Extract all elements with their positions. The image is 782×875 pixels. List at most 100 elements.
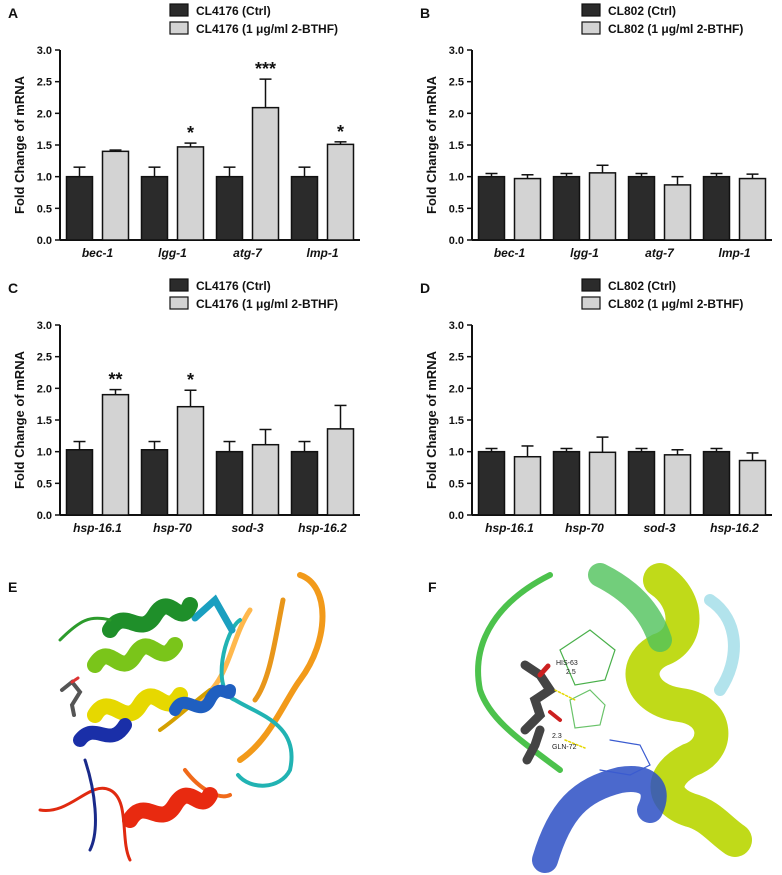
bar-ctrl (702, 450, 731, 516)
bar-treated (176, 146, 205, 241)
x-category-label: lmp-1 (718, 246, 750, 260)
panel-letter-f: F (428, 579, 437, 595)
bar-treated (326, 428, 355, 516)
significance-marker: *** (255, 59, 276, 79)
bar-ctrl (627, 175, 656, 241)
bar-ctrl (65, 449, 94, 516)
bar-charts-group: A Fold Change of mRNA 0.0 0.5 1.0 1.5 2.0 2.5 3.… (8, 3, 772, 535)
bar-treated (513, 177, 542, 241)
protein-structure-image-e: E (8, 572, 326, 862)
legend-label: CL4176 (Ctrl) (196, 279, 271, 293)
x-category-label: lgg-1 (158, 246, 187, 260)
panel-letter: D (420, 280, 430, 296)
y-axis-label: Fold Change of mRNA (424, 75, 439, 214)
y-tick-label: 1.0 (37, 447, 52, 459)
y-tick-label: 0.5 (449, 478, 464, 490)
bar-ctrl (627, 450, 656, 516)
y-tick-label: 1.5 (449, 140, 464, 152)
y-tick-label: 1.5 (449, 415, 464, 427)
bar-treated (251, 443, 280, 516)
bar-ctrl (477, 175, 506, 241)
bar-ctrl (477, 450, 506, 516)
legend-label: CL4176 (Ctrl) (196, 4, 271, 18)
bar-treated (101, 393, 130, 516)
legend-label: CL802 (1 μg/ml 2-BTHF) (608, 22, 743, 36)
y-tick-label: 0.0 (37, 235, 52, 247)
y-tick-label: 2.0 (37, 383, 52, 395)
y-tick-label: 3.0 (449, 320, 464, 332)
significance-marker: * (337, 122, 344, 142)
legend-swatch (581, 278, 601, 292)
legend-label: CL4176 (1 μg/ml 2-BTHF) (196, 297, 338, 311)
y-tick-label: 3.0 (37, 320, 52, 332)
y-tick-label: 0.5 (449, 203, 464, 215)
legend-label: CL802 (Ctrl) (608, 279, 676, 293)
y-tick-label: 2.5 (449, 77, 464, 89)
bar-treated (588, 451, 617, 516)
x-category-label: sod-3 (643, 521, 675, 535)
panel-letter-e: E (8, 579, 17, 595)
x-category-label: bec-1 (494, 246, 526, 260)
y-tick-label: 1.0 (37, 172, 52, 184)
x-category-label: hsp-16.1 (485, 521, 534, 535)
bar-treated (251, 106, 280, 241)
bar-treated (326, 143, 355, 241)
bar-ctrl (140, 175, 169, 241)
bar-treated (588, 172, 617, 241)
x-category-label: lgg-1 (570, 246, 599, 260)
y-tick-label: 2.0 (449, 108, 464, 120)
chart-panel-d: D Fold Change of mRNA 0.0 0.5 1.0 1.5 2.0 2.5 3.… (420, 278, 772, 535)
panel-letter: C (8, 280, 18, 296)
y-tick-label: 0.5 (37, 203, 52, 215)
x-category-label: hsp-70 (153, 521, 192, 535)
legend-label: CL802 (Ctrl) (608, 4, 676, 18)
legend-swatch (169, 3, 189, 17)
y-tick-label: 3.0 (449, 45, 464, 57)
panel-letter: A (8, 5, 18, 21)
x-category-label: hsp-16.2 (298, 521, 347, 535)
significance-marker: * (187, 370, 194, 390)
bar-treated (738, 459, 767, 516)
legend-swatch (581, 296, 601, 310)
y-tick-label: 1.0 (449, 447, 464, 459)
y-axis-label: Fold Change of mRNA (12, 350, 27, 489)
binding-site-image-f: F HIS-63 2.5 2.3 GLN-72 (428, 563, 752, 873)
y-tick-label: 0.5 (37, 478, 52, 490)
bar-ctrl (290, 450, 319, 516)
protein-ribbon-illustration (38, 572, 326, 862)
bar-ctrl (290, 175, 319, 241)
bar-treated (101, 150, 130, 241)
x-category-label: atg-7 (645, 246, 675, 260)
y-tick-label: 1.0 (449, 172, 464, 184)
y-tick-label: 2.5 (37, 352, 52, 364)
y-axis-label: Fold Change of mRNA (424, 350, 439, 489)
bar-ctrl (65, 175, 94, 241)
y-tick-label: 2.0 (37, 108, 52, 120)
legend-swatch (169, 296, 189, 310)
legend-swatch (169, 278, 189, 292)
y-tick-label: 2.5 (37, 77, 52, 89)
bar-treated (663, 454, 692, 516)
chart-panel-b: B Fold Change of mRNA 0.0 0.5 1.0 1.5 2.0 2.5 3.… (420, 3, 772, 260)
legend-swatch (169, 21, 189, 35)
x-category-label: hsp-16.1 (73, 521, 122, 535)
chart-panel-a: A Fold Change of mRNA 0.0 0.5 1.0 1.5 2.0 2.5 3.… (8, 3, 360, 260)
y-tick-label: 0.0 (37, 510, 52, 522)
bar-ctrl (215, 175, 244, 241)
y-axis-label: Fold Change of mRNA (12, 75, 27, 214)
bar-treated (176, 405, 205, 516)
significance-marker: * (187, 123, 194, 143)
significance-marker: ** (108, 370, 122, 390)
y-tick-label: 1.5 (37, 140, 52, 152)
bar-ctrl (702, 175, 731, 241)
legend-label: CL4176 (1 μg/ml 2-BTHF) (196, 22, 338, 36)
y-tick-label: 1.5 (37, 415, 52, 427)
label-distance-2-5: 2.5 (566, 669, 576, 676)
y-tick-label: 3.0 (37, 45, 52, 57)
y-tick-label: 0.0 (449, 235, 464, 247)
x-category-label: sod-3 (231, 521, 263, 535)
legend-label: CL802 (1 μg/ml 2-BTHF) (608, 297, 743, 311)
legend-swatch (581, 21, 601, 35)
x-category-label: hsp-70 (565, 521, 604, 535)
